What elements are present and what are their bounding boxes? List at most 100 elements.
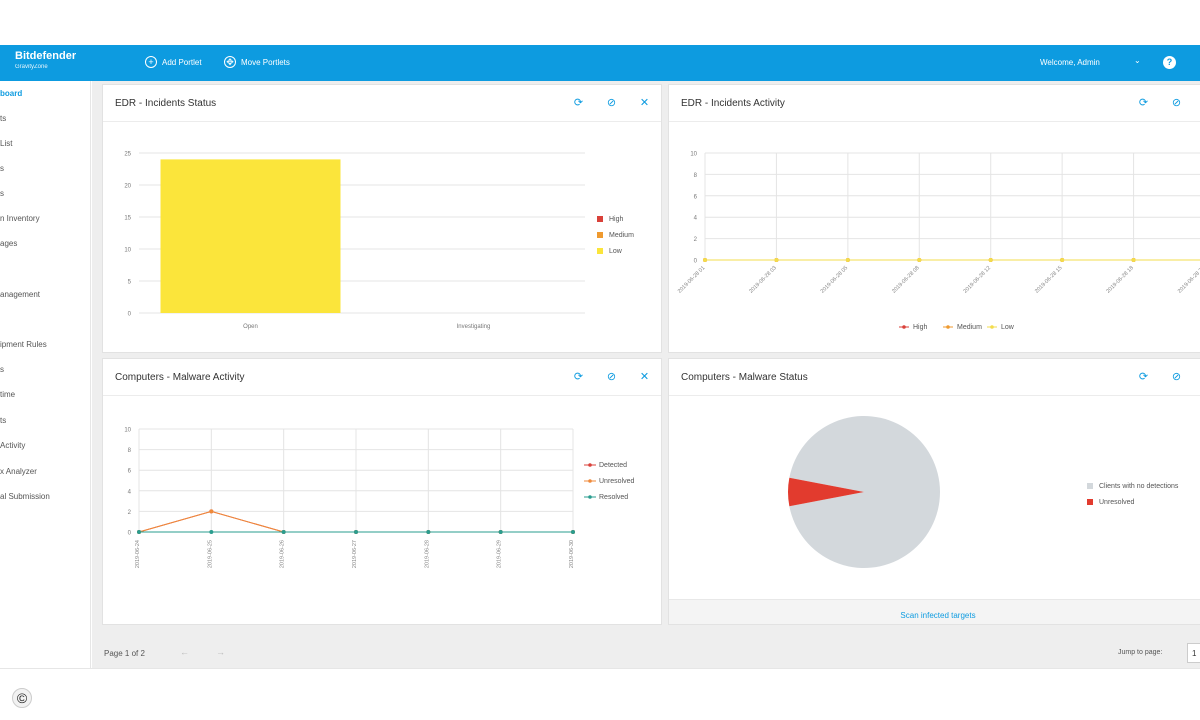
plus-icon: + (145, 56, 157, 68)
bar-low (160, 159, 341, 313)
y-tick-label: 15 (124, 216, 131, 222)
y-tick-label: 0 (694, 259, 698, 265)
refresh-icon[interactable]: ⟳ (1138, 97, 1149, 109)
legend-label: Detected (599, 462, 627, 469)
sidebar-item-realtime[interactable]: time (0, 390, 16, 399)
legend-label: High (609, 216, 624, 223)
pie-slice (788, 477, 864, 507)
move-portlets-button[interactable]: ✥ Move Portlets (224, 56, 290, 68)
add-portlet-label: Add Portlet (162, 57, 202, 67)
x-tick-label: 2019-06-28 01 (677, 265, 707, 295)
y-tick-label: 6 (694, 194, 698, 200)
portlet-header: Computers - Malware Activity ⟳ ⊘ ✕ (103, 359, 661, 396)
close-icon[interactable]: ✕ (639, 97, 650, 109)
add-portlet-button[interactable]: + Add Portlet (145, 56, 202, 68)
portlet-actions: ⟳ ⊘ (1137, 370, 1183, 383)
point-low (917, 258, 922, 262)
y-tick-label: 2 (694, 237, 698, 243)
sidebar-item-tasks[interactable]: s (0, 189, 4, 198)
incidents-activity-chart: 0 2 4 6 8 10 2019-06-28 01 2019-06-28 03 2019-06… (677, 152, 1200, 331)
y-tick-label: 10 (124, 248, 131, 254)
portlet-title: Computers - Malware Activity (115, 372, 245, 383)
x-tick-label: 2019-06-25 (207, 540, 213, 568)
y-tick-label: 25 (124, 152, 131, 158)
point-low (1131, 258, 1136, 262)
brand-logo[interactable]: Bitdefender GravityZone (15, 51, 76, 71)
legend-label: High (913, 324, 928, 331)
point-resolved (498, 530, 503, 534)
sidebar-item-manual-submission[interactable]: al Submission (0, 492, 50, 501)
x-tick-label: 2019-06-28 18 (1105, 265, 1135, 295)
point-resolved (137, 530, 141, 534)
scan-infected-targets-link[interactable]: Scan infected targets (669, 599, 1200, 624)
close-icon[interactable]: ✕ (639, 371, 650, 383)
x-tick-label: 2019-06-28 12 (963, 265, 993, 295)
legend-label: Unresolved (1099, 499, 1135, 506)
next-page-icon[interactable]: → (216, 647, 225, 657)
portlet-body: 0 2 4 6 8 10 2019-06-24 2019-06-25 2019-06-26 201… (103, 397, 661, 624)
legend-label: Unresolved (599, 478, 635, 485)
portlet-title: EDR - Incidents Status (115, 98, 217, 109)
point-resolved (571, 530, 575, 534)
x-tick-label: 2019-06-28 (424, 540, 430, 568)
sidebar-item-blocklist[interactable]: List (0, 139, 13, 148)
sidebar-item-accounts[interactable]: ts (0, 416, 7, 425)
sidebar-item-inventory[interactable]: n Inventory (0, 214, 40, 223)
sidebar-item-images[interactable]: ages (0, 239, 18, 248)
x-tick-label: 2019-06-29 (497, 540, 503, 568)
prev-page-icon[interactable]: ← (180, 647, 189, 657)
legend-swatch (1087, 499, 1093, 505)
portlet-body: 0 5 10 15 20 25 Open Investigating High Medium Low (103, 123, 661, 352)
welcome-user-menu[interactable]: Welcome, Admin (1040, 58, 1100, 67)
x-tick-label: 2019-06-28 03 (748, 265, 778, 295)
refresh-icon[interactable]: ⟳ (1138, 371, 1149, 383)
refresh-icon[interactable]: ⟳ (573, 97, 584, 109)
sidebar-item-network[interactable]: ts (0, 114, 7, 123)
sidebar-item-user-activity[interactable]: Activity (0, 441, 26, 450)
settings-icon[interactable]: ⊘ (606, 371, 617, 383)
legend-label: Medium (957, 324, 982, 331)
y-tick-label: 6 (128, 469, 132, 475)
portlet-actions: ⟳ ⊘ (1137, 96, 1183, 109)
point-resolved (354, 530, 358, 534)
x-tick-label: 2019-06-30 (569, 540, 575, 568)
point-low (988, 258, 993, 262)
portlet-malware-status: Computers - Malware Status ⟳ ⊘ Clients w… (668, 358, 1200, 625)
jump-to-page-label: Jump to page: (1118, 649, 1163, 656)
x-tick-label: 2019-06-28 15 (1034, 265, 1064, 295)
portlet-header: EDR - Incidents Status ⟳ ⊘ ✕ (103, 85, 661, 122)
jump-to-page-input[interactable]: 1 (1187, 643, 1200, 663)
portlet-body: Clients with no detections Unresolved (669, 397, 1200, 602)
portlet-incidents-activity: EDR - Incidents Activity ⟳ ⊘ 0 2 4 6 8 10 2019… (668, 84, 1200, 353)
sidebar-item-packages[interactable]: s (0, 164, 4, 173)
incidents-status-chart: 0 5 10 15 20 25 Open Investigating High Medium Low (124, 152, 634, 331)
sidebar-item-management[interactable]: anagement (0, 290, 41, 299)
refresh-icon[interactable]: ⟳ (573, 371, 584, 383)
x-tick-label: Open (243, 324, 258, 330)
settings-icon[interactable]: ⊘ (1171, 371, 1182, 383)
sidebar-item-quarantine[interactable]: s (0, 365, 4, 374)
y-tick-label: 2 (128, 510, 132, 516)
copyright-icon: © (12, 688, 32, 708)
portlet-actions: ⟳ ⊘ ✕ (572, 370, 651, 383)
sidebar-item-assignment-rules[interactable]: ipment Rules (0, 340, 47, 349)
divider (0, 668, 1200, 669)
sidebar-item-dashboard[interactable]: board (0, 89, 23, 98)
pie-slice (789, 416, 940, 568)
settings-icon[interactable]: ⊘ (606, 97, 617, 109)
y-tick-label: 5 (128, 280, 132, 286)
x-tick-label: 2019-06-24 (135, 540, 141, 568)
x-tick-label: 2019-06-28 05 (820, 265, 850, 295)
y-tick-label: 8 (128, 448, 132, 454)
point-resolved (281, 530, 286, 534)
portlet-malware-activity: Computers - Malware Activity ⟳ ⊘ ✕ 0 2 4 6 8… (102, 358, 662, 625)
sidebar-item-sandbox-analyzer[interactable]: x Analyzer (0, 467, 37, 476)
settings-icon[interactable]: ⊘ (1171, 97, 1182, 109)
help-icon[interactable]: ? (1163, 56, 1176, 69)
legend-swatch (597, 248, 603, 254)
point-resolved (209, 530, 214, 534)
y-tick-label: 10 (690, 152, 697, 158)
point-low (1060, 258, 1065, 262)
chevron-down-icon[interactable]: ⌄ (1134, 56, 1141, 65)
